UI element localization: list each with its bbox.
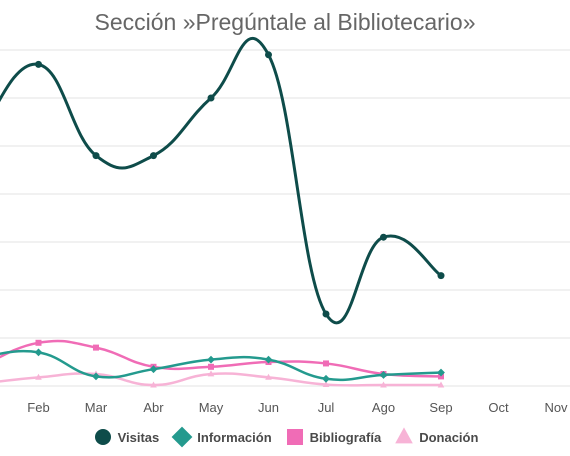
data-point-donacion [150,381,157,388]
gridlines [0,49,570,387]
x-tick-label: Jun [258,400,279,415]
data-point-visitas [380,233,387,241]
legend-marker [171,426,193,448]
data-point-informacion [149,365,158,374]
data-point-visitas [437,272,445,280]
x-tick-label: Sep [429,400,452,415]
series-line-visitas [0,36,442,325]
x-tick-label: May [199,400,224,415]
legend: Visitas Información Bibliografía Donación [0,426,570,448]
diamond-icon [171,426,193,448]
x-tick-label: Mar [85,400,108,415]
x-tick-label: Nov [544,400,568,415]
data-point-bibliografia [93,344,99,351]
legend-item-bibliografia: Bibliografía [284,426,382,448]
data-point-visitas [35,60,42,68]
circle-icon [94,429,111,445]
legend-marker [94,429,111,445]
data-point-donacion [35,373,42,380]
data-point-informacion [34,348,43,357]
data-point-donacion [207,370,215,377]
x-tick-label: Feb [27,400,49,415]
legend-item-donacion: Donación [393,426,478,448]
legend-marker [395,427,413,444]
x-tick-label: Ago [372,400,395,415]
data-point-informacion [92,372,100,381]
data-point-visitas [265,51,272,59]
data-point-informacion [437,368,445,377]
legend-label: Información [197,429,272,445]
data-point-visitas [207,94,215,102]
x-tick-label: Abr [143,400,164,415]
x-tick-label: Jul [318,400,335,415]
legend-item-visitas: Visitas [92,426,160,448]
legend-label: Donación [419,429,479,445]
data-point-visitas [150,152,157,160]
data-point-informacion [322,374,330,383]
data-point-donacion [437,381,445,388]
x-tick-label: Oct [488,400,509,415]
legend-marker [286,429,303,445]
legend-label: Visitas [117,429,160,445]
data-point-donacion [265,373,272,380]
data-point-informacion [264,355,273,364]
data-point-informacion [379,371,388,379]
data-point-bibliografia [208,363,214,370]
data-point-bibliografia [35,339,42,346]
legend-label: Bibliografía [309,429,382,445]
data-point-informacion [207,355,215,364]
data-point-bibliografia [323,360,329,367]
data-point-visitas [92,152,100,160]
legend-item-informacion: Información [171,426,272,448]
triangle-icon [395,427,413,444]
data-point-donacion [322,380,330,387]
chart-title: Sección »Pregúntale al Bibliotecario» [94,9,476,35]
square-icon [286,429,303,445]
data-point-visitas [322,310,330,318]
data-point-donacion [380,381,387,388]
